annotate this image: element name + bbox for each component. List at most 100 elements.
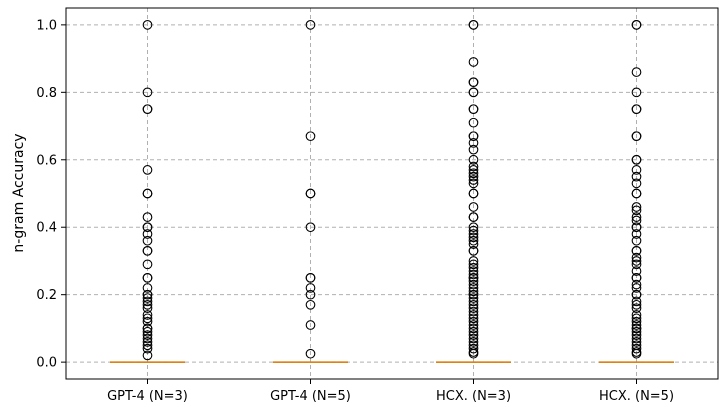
outlier-point: [142, 326, 153, 337]
outlier-point: [305, 299, 316, 310]
outlier-point: [468, 235, 479, 246]
outlier-point: [468, 262, 479, 273]
outlier-point: [142, 343, 153, 354]
grid-layer: [66, 8, 718, 379]
outlier-point: [468, 348, 479, 359]
axes-layer: 0.0 0.2 0.4 0.6 0.8 1.0 GPT-4 (N=3) GPT-4 (N=5)…: [36, 7, 719, 404]
outlier-point: [142, 235, 153, 246]
outlier-point: [142, 20, 153, 30]
outlier-point: [468, 266, 479, 276]
outlier-point: [142, 222, 153, 233]
outlier-point: [631, 131, 642, 142]
outlier-point: [631, 296, 642, 307]
outlier-point: [468, 289, 479, 300]
outlier-point: [142, 350, 153, 361]
outlier-point: [468, 138, 479, 148]
outlier-point: [631, 222, 642, 233]
outlier-point: [631, 20, 642, 30]
outlier-point: [631, 313, 642, 324]
outlier-point: [142, 272, 153, 283]
outlier-point: [142, 289, 153, 300]
outlier-point: [631, 337, 642, 347]
outlier-point: [142, 229, 153, 239]
outlier-point: [631, 326, 642, 337]
outlier-point: [631, 67, 642, 77]
outlier-point: [142, 337, 153, 347]
outlier-point: [305, 272, 316, 283]
outlier-point: [468, 272, 479, 283]
outlier-point: [142, 299, 153, 310]
outlier-point: [468, 306, 479, 317]
outlier-point: [468, 175, 479, 185]
x-tick-label: GPT-4 (N=3): [107, 389, 188, 404]
outlier-point: [468, 144, 479, 155]
outlier-point: [631, 348, 642, 359]
outlier-point: [468, 296, 479, 307]
outlier-point: [631, 259, 642, 270]
outlier-point: [468, 117, 479, 128]
marks-layer: [110, 20, 674, 363]
outlier-point: [468, 320, 479, 330]
outlier-point: [468, 316, 479, 327]
outlier-point: [631, 205, 642, 216]
outlier-point: [631, 235, 642, 246]
outlier-point: [468, 269, 479, 280]
outlier-point: [468, 283, 479, 293]
outlier-point: [142, 330, 153, 341]
outlier-point: [468, 276, 479, 287]
outlier-point: [142, 333, 153, 344]
outlier-point: [631, 279, 642, 290]
outlier-point: [305, 320, 316, 330]
outlier-point: [468, 202, 479, 212]
outlier-point: [142, 323, 153, 334]
x-tick-label: HCX. (N=3): [436, 389, 511, 404]
outlier-point: [631, 256, 642, 266]
outlier-point: [631, 320, 642, 330]
outlier-point: [468, 303, 479, 314]
outlier-point: [468, 178, 479, 189]
outlier-point: [468, 299, 479, 310]
y-tick-label: 0.6: [36, 153, 57, 168]
outlier-point: [305, 289, 316, 300]
outlier-point: [631, 289, 642, 300]
outlier-point: [468, 212, 479, 222]
outlier-point: [468, 131, 479, 142]
outlier-point: [631, 330, 642, 341]
outlier-point: [631, 104, 642, 115]
outlier-point: [468, 229, 479, 239]
plot-frame: [65, 7, 719, 380]
outlier-point: [305, 188, 316, 199]
x-tick-label: GPT-4 (N=5): [270, 389, 351, 404]
outlier-point: [631, 316, 642, 327]
outlier-point: [468, 87, 479, 98]
outlier-point: [468, 165, 479, 175]
outlier-point: [468, 259, 479, 270]
outlier-point: [631, 178, 642, 189]
outlier-point: [631, 165, 642, 175]
outlier-point: [142, 104, 153, 115]
outlier-point: [468, 161, 479, 172]
outlier-point: [468, 337, 479, 347]
outlier-point: [142, 245, 153, 256]
outlier-point: [142, 296, 153, 307]
outlier-point: [142, 165, 153, 175]
outlier-point: [631, 245, 642, 256]
outlier-point: [468, 104, 479, 115]
outlier-point: [305, 20, 316, 30]
outlier-point: [468, 232, 479, 243]
outlier-point: [631, 303, 642, 314]
outlier-point: [142, 293, 153, 303]
y-tick-label: 0.8: [36, 86, 57, 101]
outlier-point: [142, 87, 153, 98]
outlier-point: [305, 348, 316, 359]
outlier-point: [468, 330, 479, 341]
outlier-point: [468, 245, 479, 256]
outlier-point: [631, 323, 642, 334]
y-tick-label: 0.0: [36, 356, 57, 371]
outlier-point: [468, 326, 479, 337]
outlier-point: [142, 188, 153, 199]
outlier-point: [631, 215, 642, 226]
outlier-point: [468, 171, 479, 182]
outlier-point: [468, 222, 479, 233]
outlier-point: [142, 212, 153, 222]
